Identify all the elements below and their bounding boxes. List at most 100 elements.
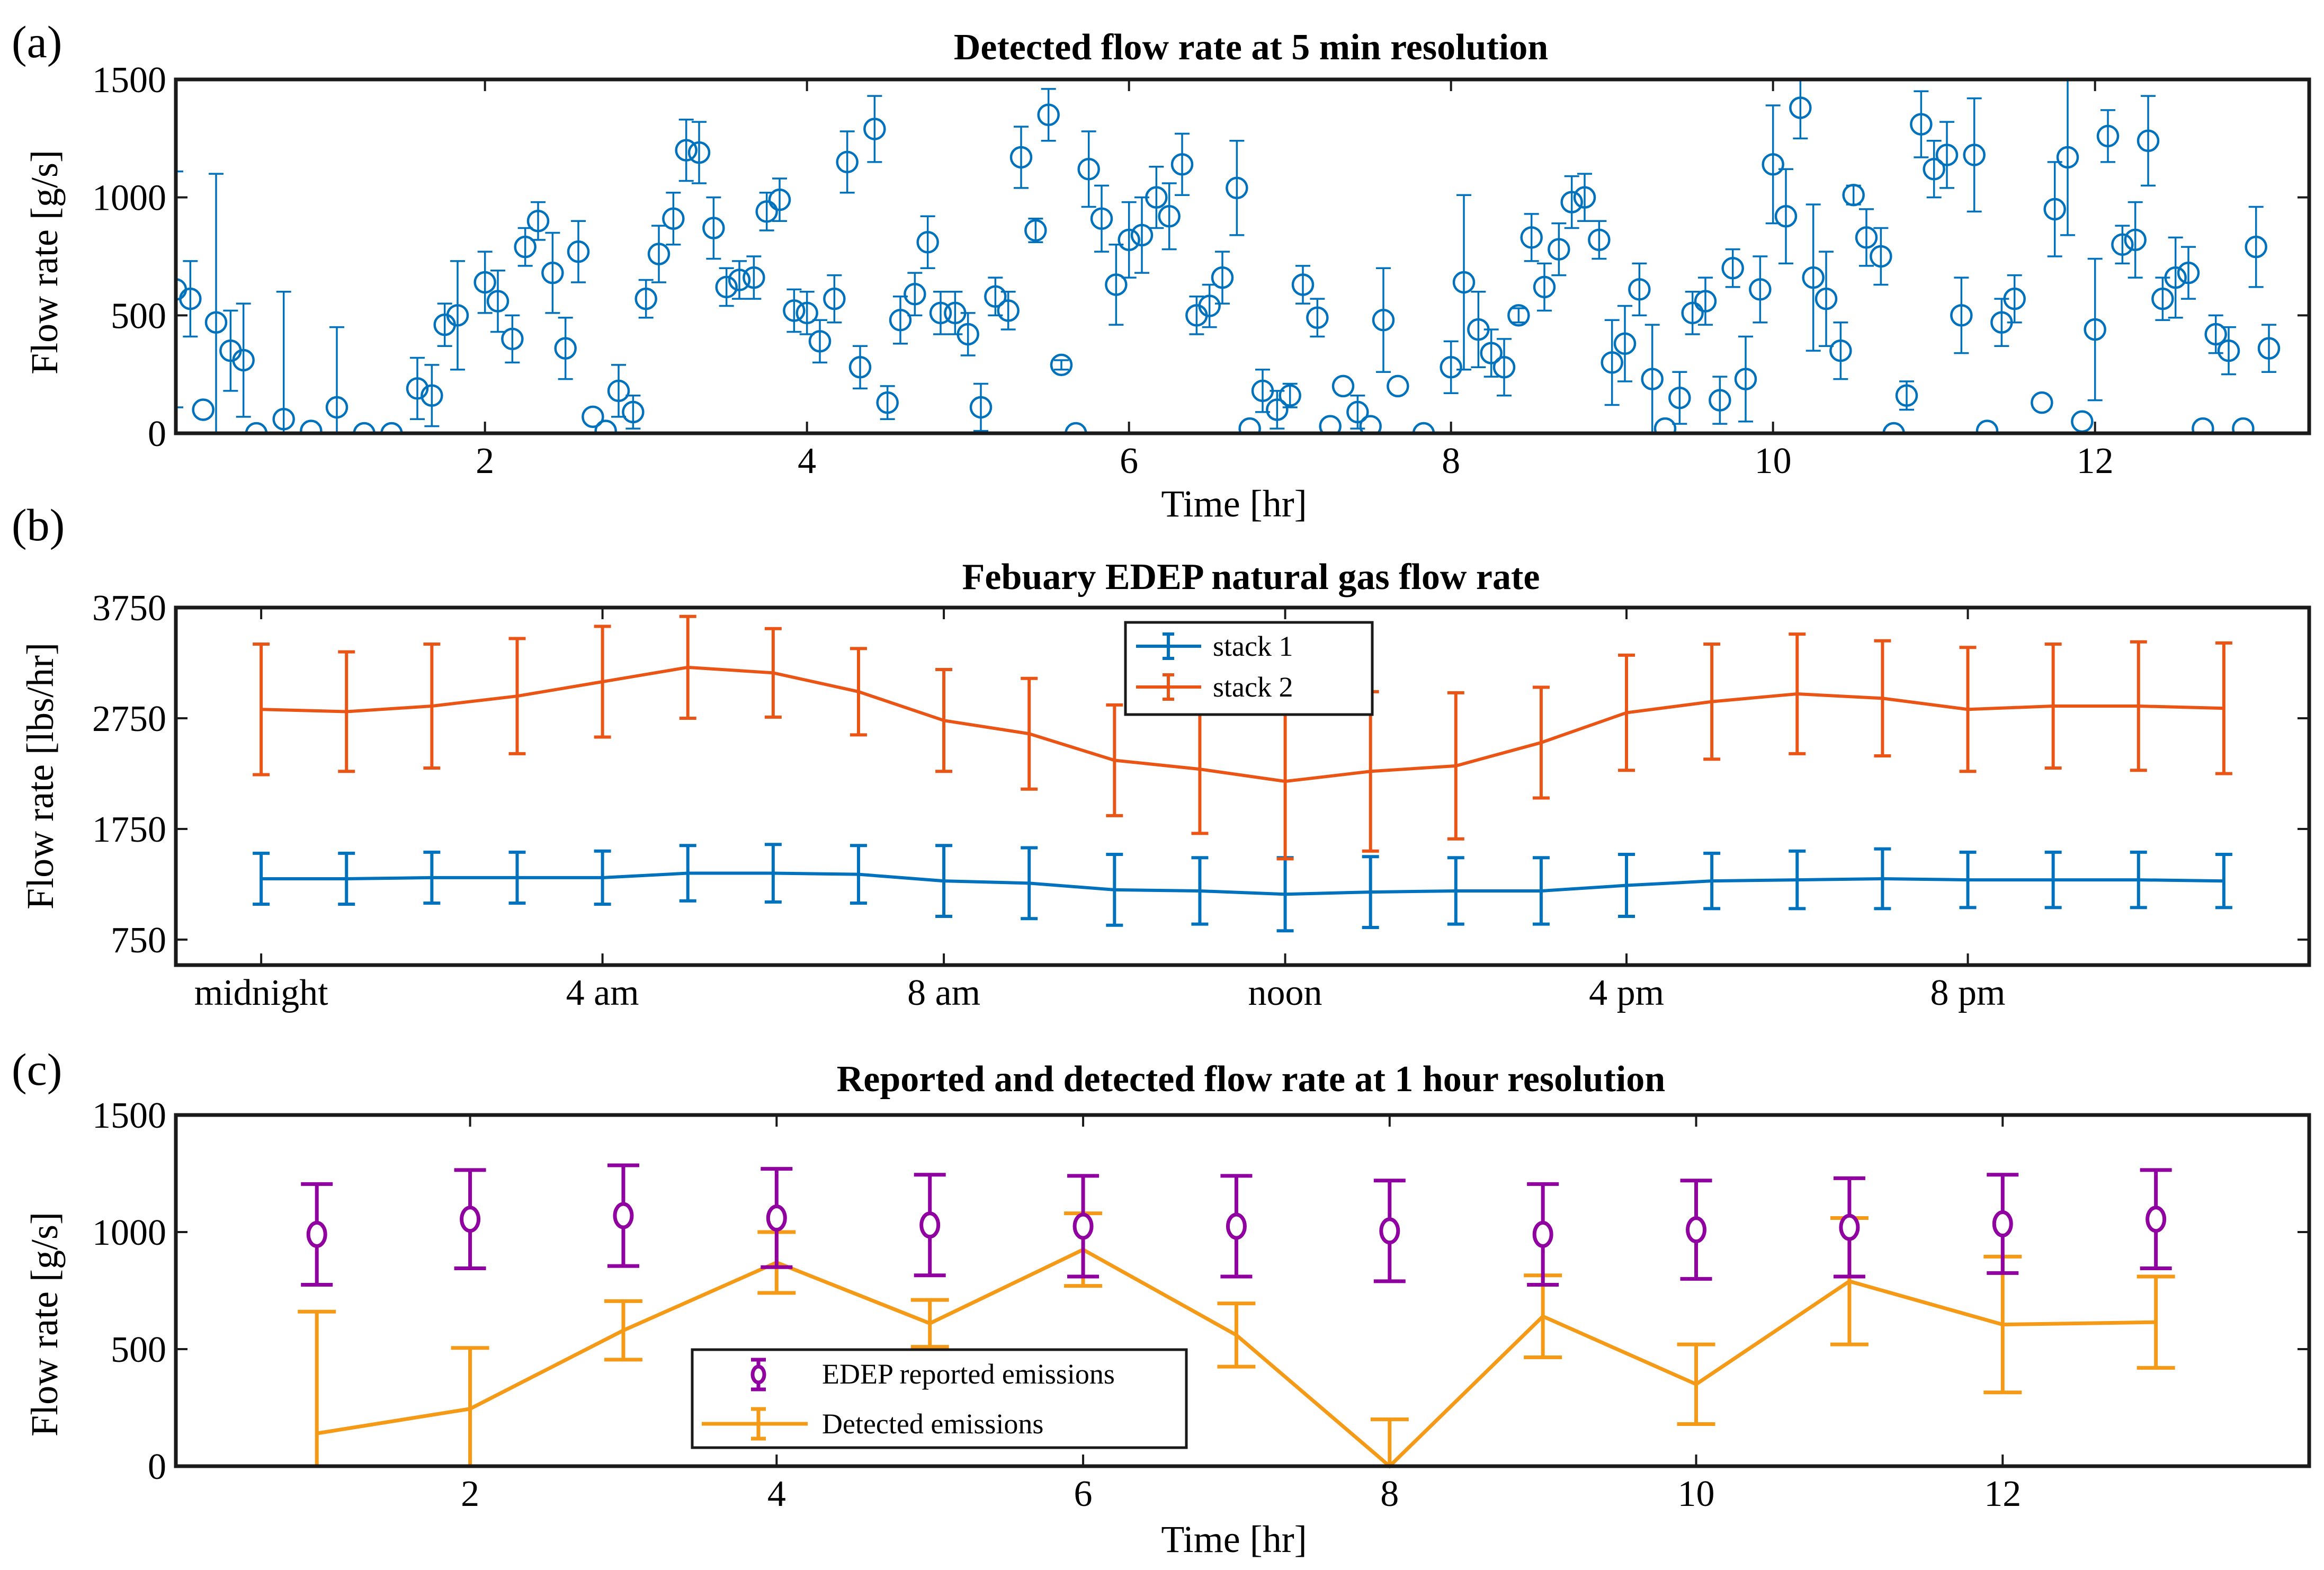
panel-a-data-point (1170, 153, 1194, 176)
panel-b-xtick-label: 8 pm (1930, 973, 2006, 1013)
panel-a-data-point (783, 299, 806, 322)
panel-a-data-point (179, 287, 202, 310)
legend-detected-label: Detected emissions (822, 1408, 1043, 1440)
panel-a-data-point (1855, 226, 1878, 249)
panel-a-data-point (486, 290, 510, 313)
panel-a-data-point (2096, 124, 2120, 148)
panel-a-data-point (957, 323, 979, 346)
panel-c-reported-marker (919, 1211, 941, 1239)
panel-a-data-point (889, 308, 912, 332)
panel-a-data-point (1279, 384, 1301, 407)
panel-a-xtick-label: 2 (476, 441, 494, 481)
panel-a-data-point (675, 139, 698, 162)
panel-a-data-point (1588, 228, 1611, 252)
panel-a-axes-box (174, 77, 2311, 435)
panel-a-data-point (1976, 420, 1999, 433)
panel-a-data-point (1950, 304, 1973, 327)
panel-a-data-point (1870, 245, 1892, 268)
panel-c-axes-box (174, 1113, 2311, 1468)
panel-a-data-point (1452, 271, 1476, 294)
panel-c-plot-area: 0 500 1000 1500 2 4 6 8 10 12 (92, 1095, 2311, 1514)
panel-a-data-point (1050, 353, 1073, 377)
panel-a-data-point (567, 240, 590, 263)
panel-a-data-point (969, 396, 993, 419)
panel-a-data-point (1077, 157, 1100, 181)
panel-a-xtick-label: 12 (2077, 441, 2114, 481)
panel-a-data-point (808, 330, 832, 353)
panel-a-data-point (1963, 144, 1986, 166)
panel-a-data-point (1681, 301, 1704, 325)
panel-c-reported-marker (1839, 1214, 1860, 1241)
panel-b-series-1 (253, 843, 2232, 933)
panel-c-xtick-label: 4 (767, 1474, 786, 1514)
panel-a-ytick-label: 1500 (92, 60, 166, 101)
panel-c-ytick-label: 1000 (92, 1212, 166, 1253)
panel-a-data-point (1653, 417, 1677, 433)
panel-a-data-point (353, 422, 376, 433)
panel-b-xtick-label: 4 pm (1589, 973, 1664, 1013)
panel-a-data-point (541, 261, 564, 284)
panel-a-data-point (2204, 323, 2227, 346)
panel-a-data-point (2286, 0, 2307, 10)
panel-a-data-point (634, 287, 657, 310)
panel-a-data-point (1613, 332, 1637, 355)
panel-a-data-point (2084, 318, 2106, 341)
panel-a-plot-area: 0 500 1000 1500 2 4 6 8 10 12 (92, 0, 2311, 481)
panel-a-data-point (1762, 153, 1784, 176)
panel-a-data-point (795, 301, 818, 325)
panel-a-data-point (1628, 278, 1651, 301)
panel-a-data-point (1573, 186, 1596, 209)
panel-b-series-2-line (261, 665, 2224, 783)
panel-a-data-point (622, 400, 645, 424)
panel-a-data-point (848, 356, 872, 379)
panel-a-data-point (1009, 146, 1033, 169)
panel-a-data-point (1198, 295, 1221, 317)
panel-c-xtick-label: 12 (1984, 1474, 2021, 1514)
panel-a-data-point (1842, 183, 1865, 207)
panel-c-reported-marker (1686, 1216, 1707, 1244)
panel-c-reported-marker (1532, 1220, 1553, 1248)
panel-b-series-2 (253, 614, 2232, 861)
panel-a-data-point (1734, 368, 1757, 390)
panel-a-data-point (984, 285, 1007, 308)
panel-a-data-point (1226, 176, 1248, 200)
panel-a-data-point (204, 311, 228, 334)
panel-b-label: (b) (12, 499, 65, 550)
panel-b-ytick-label: 2750 (92, 699, 166, 739)
panel-a-data-point (863, 118, 886, 140)
legend-reported-marker (750, 1358, 766, 1391)
panel-b-axes-box (174, 605, 2311, 967)
panel-b-xtick-label: midnight (194, 973, 328, 1013)
panel-a-data-point (1829, 339, 1852, 362)
panel-a-data-point (2071, 410, 2094, 433)
panel-c-xtick-label: 6 (1074, 1474, 1093, 1514)
panel-a-data-point (1372, 308, 1395, 332)
panel-a-data-point (446, 304, 469, 327)
panel-a-data-point (554, 337, 577, 360)
panel-a-data-point (2111, 233, 2134, 256)
panel-a-xtick-label: 10 (1755, 441, 1792, 481)
panel-a-data-point (1882, 422, 1905, 433)
panel-c-reported-marker (766, 1204, 787, 1232)
panel-a-data-point (2151, 287, 2174, 310)
legend-reported-label: EDEP reported emissions (822, 1358, 1115, 1390)
panel-b-plot-area: 750 1750 2750 3750 midnight 4 am 8 am noon 4 pm 8… (92, 588, 2311, 1013)
panel-c-ytick-label: 500 (111, 1330, 166, 1370)
panel-c-label: (c) (12, 1044, 62, 1095)
panel-a-data-point (1306, 306, 1329, 329)
panel-a-data-point (2124, 228, 2147, 252)
panel-a-data-point (1158, 205, 1181, 228)
panel-c-reported-marker (306, 1220, 327, 1248)
panel-a-data-point (768, 188, 791, 211)
legend-stack-1-line (1136, 632, 1201, 660)
panel-a-data-point (245, 422, 268, 433)
panel-a-data-point (526, 209, 550, 233)
panel-a-data-point (1507, 304, 1530, 327)
panel-c-reported-series (301, 1163, 2172, 1287)
panel-a-data-point (1319, 415, 1342, 433)
panel-a-data-point (1749, 278, 1772, 301)
panel-a-data-point (876, 391, 899, 414)
panel-c-reported-marker (2146, 1206, 2167, 1233)
panel-a-data-point (1721, 257, 1744, 280)
panel-a-data-point (2177, 261, 2200, 284)
